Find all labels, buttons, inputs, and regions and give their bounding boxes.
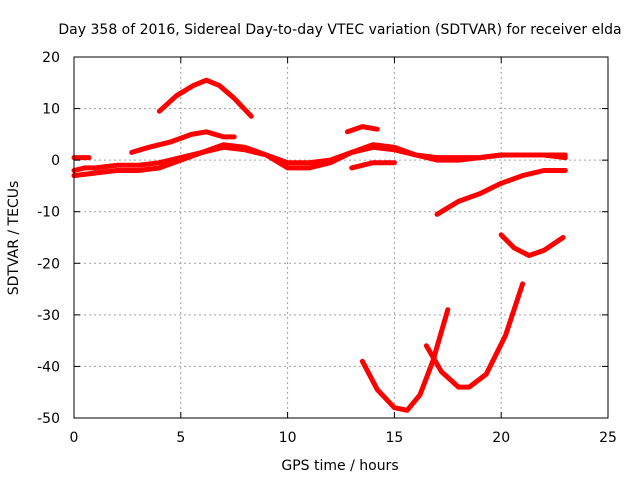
- series-line-s2: [71, 142, 568, 179]
- y-tick-label: -10: [37, 205, 60, 221]
- chart-title: Day 358 of 2016, Sidereal Day-to-day VTE…: [58, 22, 621, 38]
- series-line-s11: [423, 281, 526, 390]
- x-axis-label: GPS time / hours: [281, 458, 398, 474]
- y-tick-label: 0: [51, 153, 60, 169]
- x-tick-label: 0: [70, 430, 79, 446]
- tick-layer: [73, 56, 609, 419]
- series-line-s5: [156, 77, 254, 119]
- y-tick-label: 20: [42, 50, 60, 66]
- x-tick-label: 20: [492, 430, 510, 446]
- series-line-s6: [344, 124, 380, 135]
- series-layer: [71, 77, 568, 413]
- x-tick-label: 10: [279, 430, 297, 446]
- grid-layer: [74, 57, 608, 418]
- y-axis-label: SDTVAR / TECUs: [6, 181, 22, 296]
- series-line-s8: [434, 168, 568, 217]
- tick-label-layer: 0 5 10 15 20 25 -50 -40 -30 -20 -10 0 10 20: [37, 50, 617, 446]
- series-line-s9: [498, 232, 566, 258]
- x-tick-label: 25: [599, 430, 617, 446]
- y-tick-label: -30: [37, 308, 60, 324]
- series-line-s7: [349, 160, 397, 171]
- plot-frame: [73, 56, 609, 419]
- y-tick-label: -50: [37, 411, 60, 427]
- x-tick-label: 5: [176, 430, 185, 446]
- y-tick-label: -20: [37, 256, 60, 272]
- x-tick-label: 15: [385, 430, 403, 446]
- y-tick-label: 10: [42, 102, 60, 118]
- y-tick-label: -40: [37, 359, 60, 375]
- series-line-s3: [129, 129, 237, 155]
